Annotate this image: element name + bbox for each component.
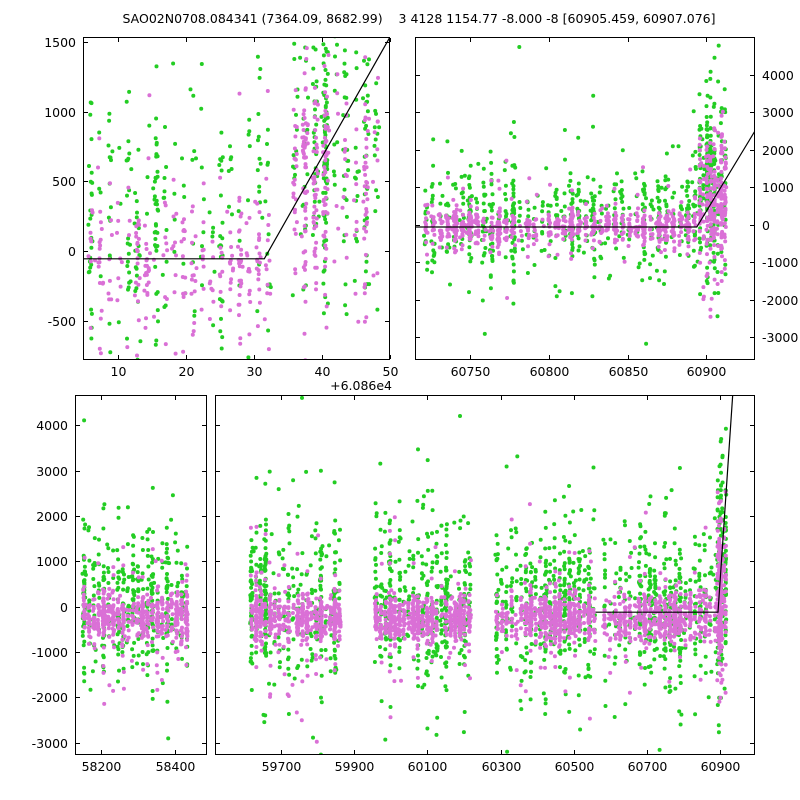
y-tick-label: 0 [68,244,76,259]
y-tick-label: 3000 [36,464,68,479]
y-tick-label: -500 [48,314,76,329]
x-tick-label: 60900 [687,364,727,379]
subplot-bottom-right-segment [248,395,734,755]
axes-spines [215,395,755,755]
y-tick-label: 1500 [44,35,76,50]
x-tick-label: 40 [315,364,331,379]
subplot-top-left [83,37,390,360]
x-tick-label: 30 [247,364,263,379]
x-tick-label: 60100 [408,759,448,774]
y-tick-label: -3000 [32,736,68,751]
y-tick-label: 1000 [44,105,76,120]
y-tick-label: 3000 [762,105,794,120]
y-tick-label: 4000 [36,418,68,433]
x-tick-label: 60750 [451,364,491,379]
y-tick-label: -3000 [762,330,798,345]
x-tick-label: 50 [383,364,399,379]
y-tick-label: -2000 [32,690,68,705]
x-tick-label: 58200 [82,759,122,774]
x-tick-label: 60500 [555,759,595,774]
x-tick-label: 60800 [530,364,570,379]
x-tick-label: 59900 [335,759,375,774]
axis-offset-label: +6.086e4 [330,378,392,393]
x-tick-label: 60300 [482,759,522,774]
model-line [415,130,755,228]
y-tick-label: 2000 [36,509,68,524]
y-tick-label: 1000 [36,554,68,569]
y-tick-label: 1000 [762,180,794,195]
y-tick-label: 0 [60,600,68,615]
figure-title: SAO02N0708.084341 (7364.09, 8682.99) 3 4… [122,11,716,26]
x-tick-label: 60850 [609,364,649,379]
y-tick-label: 4000 [762,68,794,83]
x-tick-label: 20 [179,364,195,379]
x-tick-label: 58400 [156,759,196,774]
x-tick-label: 59700 [262,759,302,774]
y-tick-label: 0 [762,218,770,233]
axes-spines [415,37,755,360]
subplot-top-right [415,43,755,346]
y-tick-label: 500 [52,174,76,189]
y-tick-label: -1000 [762,255,798,270]
x-tick-label: 10 [111,364,127,379]
subplot-bottom-left-segment [80,418,190,741]
y-tick-label: -1000 [32,645,68,660]
axes-spines [83,37,390,360]
model-line [595,395,734,613]
x-tick-label: 60700 [628,759,668,774]
x-tick-label: 60900 [701,759,741,774]
model-line [83,37,390,260]
y-tick-label: -2000 [762,293,798,308]
axes-spines [75,395,207,755]
y-tick-label: 2000 [762,143,794,158]
